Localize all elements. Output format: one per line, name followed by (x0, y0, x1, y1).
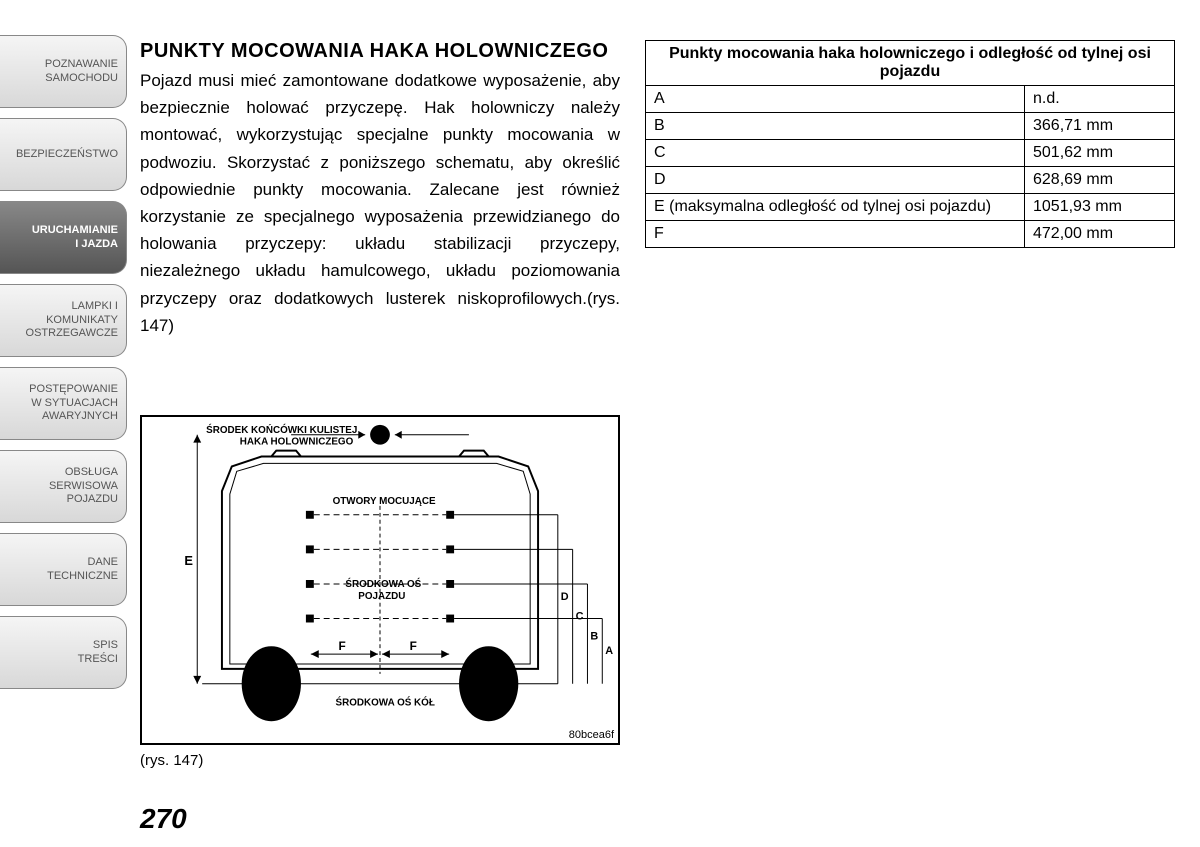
figure-caption: (rys. 147) (140, 752, 203, 769)
table-row: E (maksymalna odległość od tylnej osi po… (646, 194, 1175, 221)
label-wheel-axis: ŚRODKOWA OŚ KÓŁ (336, 696, 435, 708)
table-row: F472,00 mm (646, 221, 1175, 248)
tab-bezpieczenstwo[interactable]: BEZPIECZEŃSTWO (0, 118, 127, 191)
tab-poznawanie[interactable]: POZNAWANIE SAMOCHODU (0, 35, 127, 108)
dim-d: D (561, 591, 569, 603)
dim-e: E (184, 553, 193, 568)
tab-lampki[interactable]: LAMPKI I KOMUNIKATY OSTRZEGAWCZE (0, 284, 127, 357)
figure-diagram: E F F A B C D ŚRODEK KOŃCÓWKI KULISTEJ H… (140, 415, 620, 745)
table-row: D628,69 mm (646, 167, 1175, 194)
tab-obsluga[interactable]: OBSŁUGA SERWISOWA POJAZDU (0, 450, 127, 523)
label-ball-1: ŚRODEK KOŃCÓWKI KULISTEJ (206, 424, 357, 436)
dim-f1: F (339, 639, 346, 653)
sidebar-tabs: POZNAWANIE SAMOCHODU BEZPIECZEŃSTWO URUC… (0, 35, 127, 699)
section-heading: PUNKTY MOCOWANIA HAKA HOLOWNICZEGO (140, 40, 620, 63)
label-axis-2: POJAZDU (358, 591, 405, 602)
table-header: Punkty mocowania haka holowniczego i odl… (646, 41, 1175, 86)
mounting-points-table: Punkty mocowania haka holowniczego i odl… (645, 40, 1175, 248)
dim-b: B (590, 630, 598, 642)
label-axis-1: ŚRODKOWA OŚ (345, 578, 421, 590)
body-paragraph: Pojazd musi mieć zamontowane dodatkowe w… (140, 67, 620, 339)
label-holes: OTWORY MOCUJĄCE (333, 496, 436, 507)
table-row: B366,71 mm (646, 113, 1175, 140)
table-row: An.d. (646, 86, 1175, 113)
figure-code: 80bcea6f (569, 729, 614, 741)
tab-spis[interactable]: SPIS TREŚCI (0, 616, 127, 689)
dim-a: A (605, 645, 613, 657)
page-number: 270 (140, 803, 187, 835)
table-row: C501,62 mm (646, 140, 1175, 167)
tab-uruchamianie[interactable]: URUCHAMIANIE I JAZDA (0, 201, 127, 274)
tab-postepowanie[interactable]: POSTĘPOWANIE W SYTUACJACH AWARYJNYCH (0, 367, 127, 440)
dim-f2: F (410, 639, 417, 653)
tab-dane[interactable]: DANE TECHNICZNE (0, 533, 127, 606)
label-ball-2: HAKA HOLOWNICZEGO (240, 437, 354, 448)
dim-c: C (576, 611, 584, 623)
main-content: PUNKTY MOCOWANIA HAKA HOLOWNICZEGO Pojaz… (140, 40, 620, 339)
